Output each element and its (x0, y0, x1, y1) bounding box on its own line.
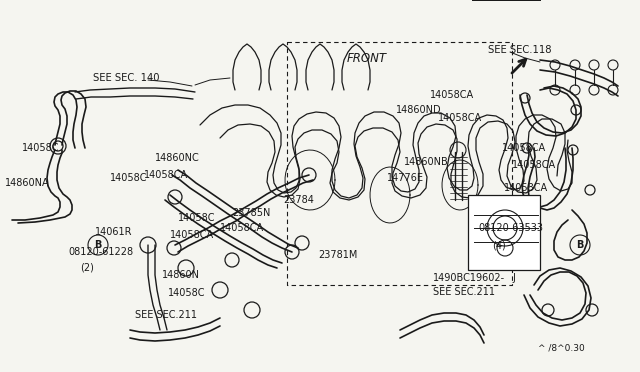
Text: 14860NC: 14860NC (155, 153, 200, 163)
Text: 14860N: 14860N (162, 270, 200, 280)
Text: 1490BC19602-: 1490BC19602- (433, 273, 505, 283)
Text: 08120-61228: 08120-61228 (68, 247, 133, 257)
Text: SEE SEC.211: SEE SEC.211 (135, 310, 197, 320)
Text: (4): (4) (492, 240, 506, 250)
Text: 23784: 23784 (283, 195, 314, 205)
Text: 23785N: 23785N (232, 208, 270, 218)
Text: 14058CA: 14058CA (512, 160, 556, 170)
Text: 14061R: 14061R (95, 227, 132, 237)
Text: 14860ND: 14860ND (396, 105, 442, 115)
Text: 14058C: 14058C (178, 213, 216, 223)
Text: 08120-63533: 08120-63533 (478, 223, 543, 233)
Text: 14058CA: 14058CA (504, 183, 548, 193)
Text: SEE SEC.118: SEE SEC.118 (488, 45, 552, 55)
Text: 14058CA: 14058CA (502, 143, 546, 153)
Text: 14058CA: 14058CA (220, 223, 264, 233)
Text: B: B (576, 240, 584, 250)
Text: 23781M: 23781M (318, 250, 357, 260)
Text: (2): (2) (80, 263, 94, 273)
Text: 14058CA: 14058CA (438, 113, 482, 123)
Text: J: J (512, 273, 515, 283)
Text: 14058C: 14058C (22, 143, 60, 153)
Text: 14058CA: 14058CA (430, 90, 474, 100)
Text: SEE SEC.211: SEE SEC.211 (433, 287, 495, 297)
Text: ^ /8^0.30: ^ /8^0.30 (538, 343, 585, 353)
Text: SEE SEC. 140: SEE SEC. 140 (93, 73, 159, 83)
Bar (468, 195, 540, 270)
Text: 14776E: 14776E (387, 173, 424, 183)
Text: 14860NA: 14860NA (5, 178, 50, 188)
Text: 14058C: 14058C (168, 288, 205, 298)
Text: 14058CA: 14058CA (144, 170, 188, 180)
Text: B: B (94, 240, 102, 250)
Text: 14058C: 14058C (110, 173, 147, 183)
Text: FRONT: FRONT (347, 51, 387, 64)
Text: 14860NB: 14860NB (404, 157, 449, 167)
Text: 14058CA: 14058CA (170, 230, 214, 240)
